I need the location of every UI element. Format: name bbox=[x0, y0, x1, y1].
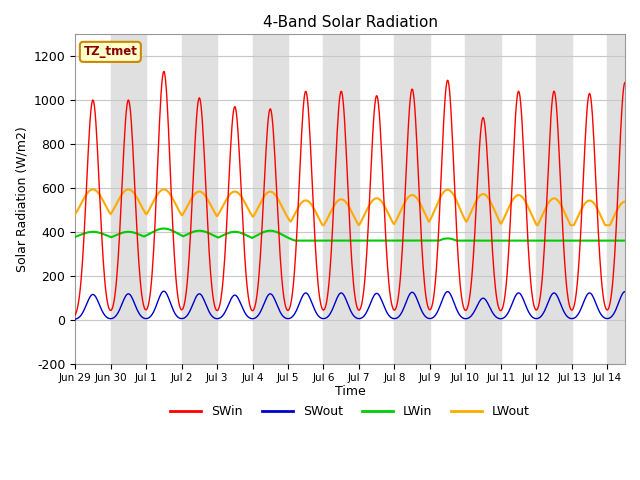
Bar bbox=[253, 34, 288, 364]
X-axis label: Time: Time bbox=[335, 385, 365, 398]
Bar bbox=[394, 34, 430, 364]
Bar bbox=[607, 34, 640, 364]
Legend: SWin, SWout, LWin, LWout: SWin, SWout, LWin, LWout bbox=[165, 400, 535, 423]
Y-axis label: Solar Radiation (W/m2): Solar Radiation (W/m2) bbox=[15, 126, 28, 272]
Bar bbox=[182, 34, 217, 364]
Bar bbox=[465, 34, 501, 364]
Text: TZ_tmet: TZ_tmet bbox=[83, 46, 137, 59]
Bar bbox=[323, 34, 359, 364]
Bar bbox=[536, 34, 572, 364]
Title: 4-Band Solar Radiation: 4-Band Solar Radiation bbox=[262, 15, 438, 30]
Bar bbox=[111, 34, 146, 364]
